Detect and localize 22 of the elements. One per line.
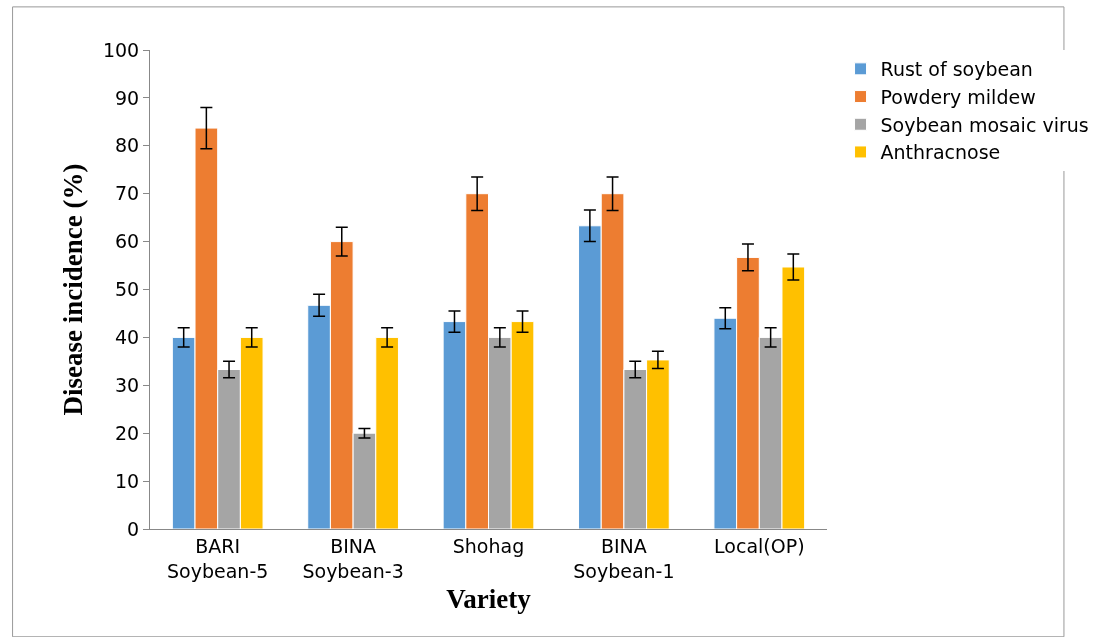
x-tick-label: BINA Soybean-3 [302, 534, 404, 582]
y-tick-label: 30 [115, 373, 140, 396]
y-tick-label: 90 [115, 86, 140, 109]
y-tick-label: 50 [115, 278, 140, 301]
legend-label: Soybean mosaic virus [880, 113, 1089, 136]
y-tick-label: 70 [115, 182, 140, 205]
x-axis-title: Variety [446, 583, 532, 614]
x-tick-label: BARI Soybean-5 [167, 534, 269, 582]
legend-label: Rust of soybean [880, 58, 1033, 81]
legend-label: Anthracnose [880, 141, 1001, 164]
y-axis-title: Disease incidence (%) [57, 163, 88, 416]
y-tick-label: 40 [115, 326, 140, 349]
y-tick-label: 60 [115, 230, 140, 253]
y-tick-label: 0 [127, 517, 140, 540]
x-tick-label: Shohag [452, 534, 525, 557]
y-tick-label: 10 [115, 469, 140, 492]
x-tick-label: BINA Soybean-1 [573, 534, 675, 582]
y-tick-label: 80 [115, 134, 140, 157]
y-tick-label: 20 [115, 421, 140, 444]
y-tick-label: 100 [102, 38, 140, 61]
x-tick-label: Local(OP) [714, 534, 805, 557]
legend-label: Powdery mildew [880, 85, 1036, 108]
